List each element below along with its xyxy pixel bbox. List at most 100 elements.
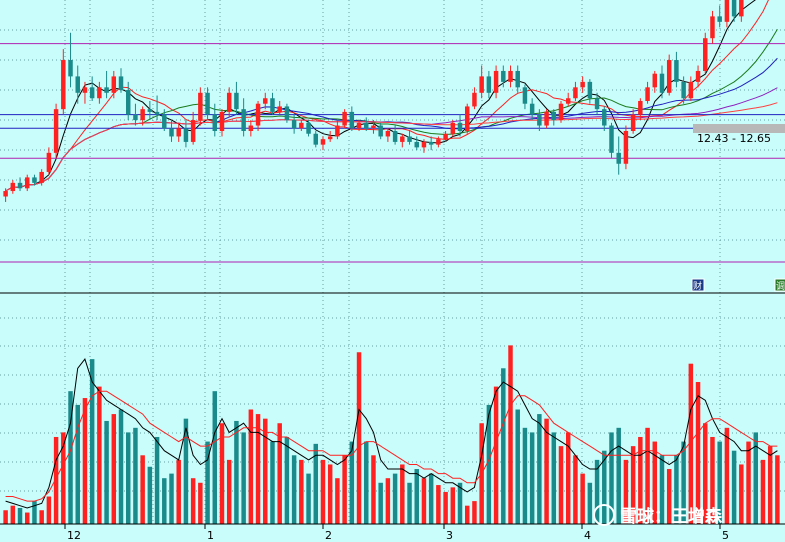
candle-body bbox=[731, 0, 737, 17]
candle-body bbox=[392, 131, 398, 142]
candle-body bbox=[681, 81, 686, 99]
candle-body bbox=[147, 109, 153, 112]
volume-bar bbox=[111, 414, 117, 524]
volume-bar bbox=[3, 510, 8, 524]
volume-bar bbox=[724, 427, 730, 524]
volume-bar bbox=[32, 501, 37, 524]
volume-bar bbox=[219, 423, 225, 524]
x-axis: 12 1 2 3 4 5 bbox=[0, 523, 785, 542]
candle-body bbox=[414, 141, 419, 148]
candle-body bbox=[638, 100, 643, 115]
volume-bar bbox=[580, 473, 585, 524]
volume-bar bbox=[616, 427, 621, 524]
volume-bar bbox=[688, 363, 694, 524]
candle-body bbox=[169, 128, 174, 137]
candle-body bbox=[645, 87, 650, 101]
candle-body bbox=[263, 98, 268, 104]
x-tick-label: 12 bbox=[67, 529, 81, 542]
volume-bar bbox=[703, 423, 708, 524]
volume-bar bbox=[486, 404, 492, 524]
candle-body bbox=[277, 106, 282, 112]
candle-body bbox=[717, 16, 722, 22]
volume-bar bbox=[263, 418, 268, 524]
candle-body bbox=[602, 109, 607, 126]
candle-body bbox=[544, 111, 549, 126]
volume-bar bbox=[630, 446, 636, 524]
candle-body bbox=[32, 177, 37, 183]
candle-body bbox=[349, 111, 355, 129]
volume-bar bbox=[717, 441, 722, 524]
volume-bar bbox=[335, 478, 340, 524]
volume-bar bbox=[356, 352, 362, 524]
volume-bar bbox=[609, 432, 614, 524]
volume-ma-lines bbox=[5, 358, 778, 509]
volume-bar bbox=[299, 459, 304, 524]
volume-bar bbox=[125, 432, 131, 524]
volume-bar bbox=[25, 512, 30, 524]
candle-body bbox=[364, 122, 369, 129]
volume-bar bbox=[739, 464, 744, 524]
volume-bar bbox=[270, 441, 275, 524]
candle-body bbox=[450, 122, 456, 134]
volume-bar bbox=[371, 455, 376, 524]
volume-bar bbox=[320, 459, 326, 524]
candle-body bbox=[371, 125, 376, 129]
volume-bar bbox=[753, 432, 758, 524]
volume-bar bbox=[154, 436, 160, 524]
candle-body bbox=[118, 76, 124, 91]
candle-body bbox=[400, 136, 405, 142]
candle-body bbox=[212, 114, 218, 131]
candle-body bbox=[299, 122, 304, 129]
volume-bar bbox=[666, 469, 672, 524]
candle-body bbox=[472, 92, 477, 107]
candle-body bbox=[342, 111, 347, 126]
volume-bar bbox=[39, 510, 44, 524]
candle-body bbox=[666, 60, 672, 93]
candle-body bbox=[486, 76, 492, 93]
candle-body bbox=[248, 125, 254, 131]
volume-bar bbox=[212, 391, 218, 524]
volume-bar bbox=[421, 478, 427, 524]
candle-body bbox=[616, 152, 621, 164]
candle-body bbox=[421, 141, 427, 148]
volume-bar bbox=[746, 441, 751, 524]
volume-bar bbox=[544, 418, 549, 524]
volume-bar bbox=[10, 505, 16, 524]
volume-bars bbox=[3, 345, 780, 524]
candle-body bbox=[652, 73, 658, 88]
volume-bar bbox=[695, 382, 701, 524]
x-tick-label: 5 bbox=[722, 529, 729, 542]
candle-body bbox=[703, 38, 708, 71]
volume-bar bbox=[147, 466, 153, 524]
candle-body bbox=[508, 70, 513, 82]
volume-bar bbox=[205, 441, 210, 524]
candle-body bbox=[219, 111, 225, 131]
volume-bar bbox=[400, 464, 405, 524]
volume-bar bbox=[306, 473, 311, 524]
volume-bar bbox=[255, 414, 261, 524]
candle-body bbox=[140, 109, 145, 121]
volume-bar bbox=[392, 473, 398, 524]
x-tick-label: 4 bbox=[584, 529, 591, 542]
candle-body bbox=[378, 125, 383, 137]
x-tick-label: 3 bbox=[446, 529, 453, 542]
candle-body bbox=[320, 139, 326, 145]
watermark: 雪球：王增森 bbox=[593, 504, 723, 527]
volume-bar bbox=[457, 482, 463, 524]
watermark-text: 雪球：王增森 bbox=[620, 506, 723, 527]
price-range-high: 12.65 bbox=[739, 132, 771, 145]
candle-body bbox=[313, 133, 318, 145]
volume-ma-line bbox=[5, 358, 778, 509]
volume-bar bbox=[342, 455, 347, 524]
volume-bar bbox=[313, 443, 318, 524]
candle-body bbox=[89, 87, 95, 99]
candle-body bbox=[537, 114, 542, 126]
volume-bar bbox=[731, 450, 737, 524]
candlesticks bbox=[3, 0, 744, 202]
volume-bar bbox=[385, 478, 391, 524]
candle-body bbox=[234, 92, 239, 110]
volume-bar bbox=[248, 409, 254, 524]
price-range-low: 12.43 bbox=[697, 132, 729, 145]
candle-body bbox=[17, 182, 23, 189]
candle-body bbox=[198, 92, 203, 121]
